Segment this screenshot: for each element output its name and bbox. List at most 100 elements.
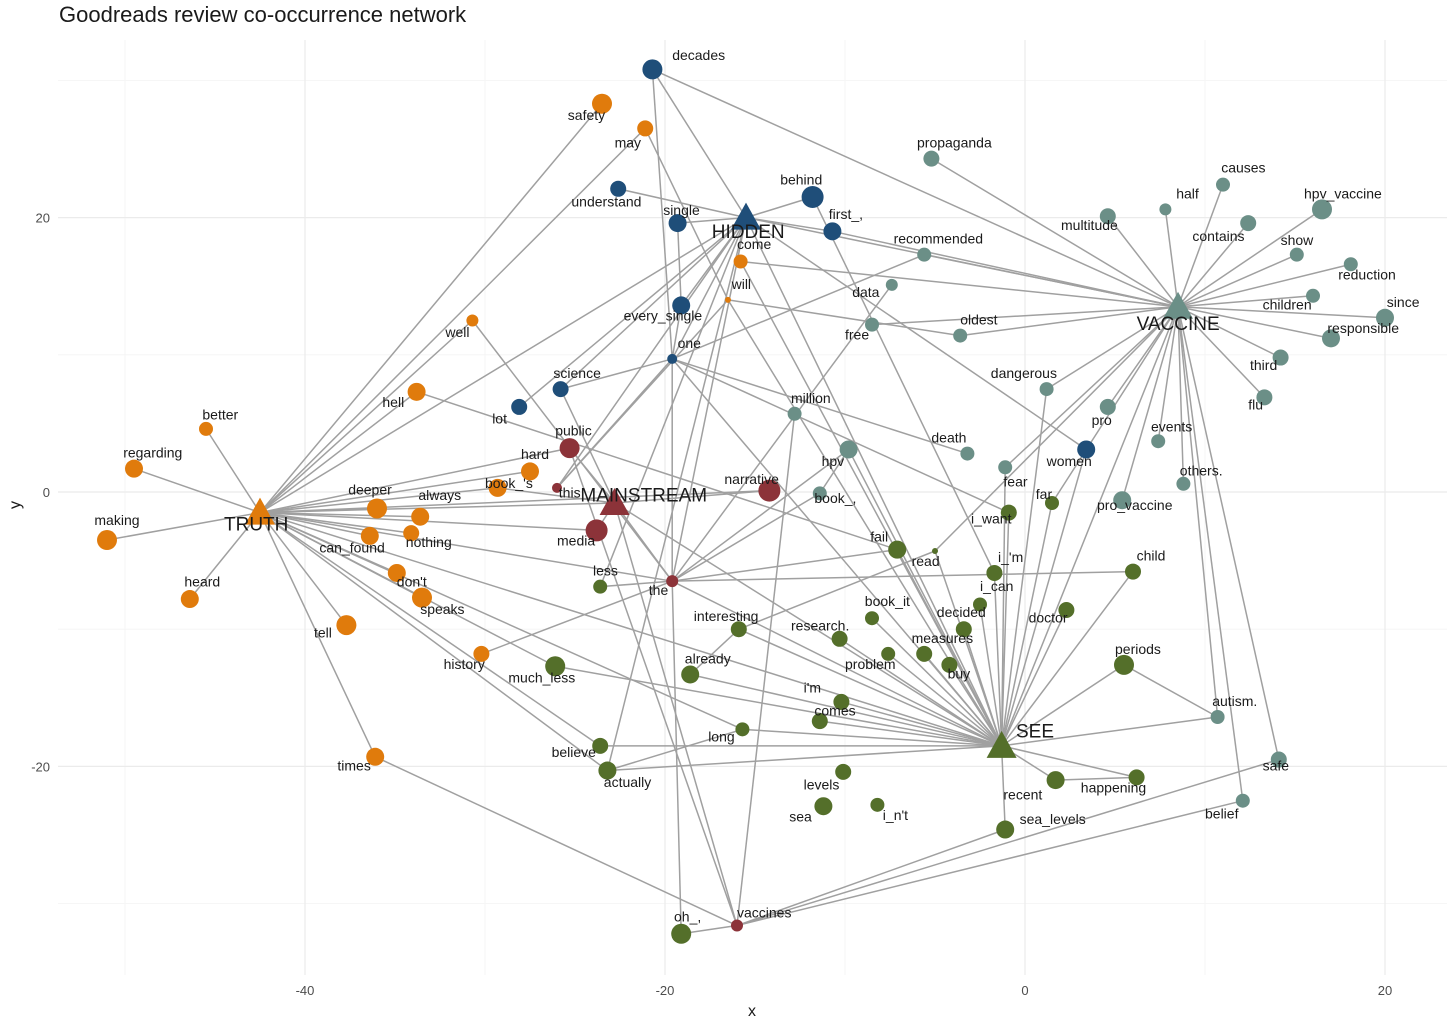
edge-one-recommended	[671, 253, 925, 360]
node-behind	[801, 186, 824, 209]
node-label-periods: periods	[1115, 641, 1161, 657]
node-i_n't	[870, 797, 885, 812]
node-label-i_want: i_want	[971, 511, 1012, 527]
node-label-heard: heard	[184, 574, 220, 590]
node-label-comes: comes	[814, 703, 855, 719]
node-label-i_'m: i_'m	[998, 549, 1023, 565]
node-label-book_it: book_it	[865, 593, 910, 609]
node-label-narrative: narrative	[724, 471, 779, 487]
edge-HIDDEN-less	[599, 217, 747, 587]
edge-VACCINE-hpv_vaccine	[1177, 208, 1323, 308]
node-label-media: media	[557, 533, 595, 549]
node-label-recommended: recommended	[894, 231, 984, 247]
node-layer	[97, 59, 1394, 944]
node-label-show: show	[1281, 232, 1315, 248]
node-label-buy: buy	[948, 666, 971, 682]
node-label-behind: behind	[780, 172, 822, 188]
node-events	[1151, 434, 1166, 449]
edge-SEE-doctor	[1000, 609, 1068, 747]
node-will	[725, 296, 731, 303]
label-layer: TRUTH HIDDEN VACCINE MAINSTREAM SEE safety may…	[94, 47, 1419, 925]
node-label-sea_levels: sea_levels	[1020, 811, 1086, 827]
edge-first_,-VACCINE	[832, 230, 1179, 308]
edge-HIDDEN-women	[745, 216, 1087, 451]
node-label-pro: pro	[1092, 412, 1112, 428]
edge-periods-autism.	[1123, 664, 1218, 718]
edge-HIDDEN-single	[677, 216, 747, 224]
node-believe	[592, 737, 609, 754]
edge-VACCINE-read	[934, 306, 1179, 552]
edge-HIDDEN-this	[556, 217, 747, 489]
node-label-can_found: can_found	[319, 539, 384, 555]
edge-VACCINE-autism.	[1177, 306, 1219, 718]
node-responsible	[1322, 329, 1340, 348]
edge-TRUTH-heard	[189, 512, 261, 600]
edge-VACCINE-safe	[1177, 306, 1280, 760]
edge-SEE-child	[1001, 571, 1134, 747]
node-safe	[1270, 751, 1287, 768]
node-propaganda	[923, 150, 940, 167]
node-label-times: times	[337, 758, 370, 774]
node-label-recent: recent	[1003, 786, 1042, 802]
edge-TRUTH-narrative	[259, 489, 770, 514]
edge-VACCINE-responsible	[1177, 306, 1332, 340]
edge-vaccines-times	[374, 756, 738, 927]
x-axis-title: x	[748, 1003, 756, 1020]
node-regarding	[125, 459, 143, 478]
node-fear	[998, 460, 1013, 475]
edge-TRUTH-hell	[259, 391, 418, 514]
node-label-book_,: book_,	[814, 490, 856, 506]
node-label-believe: believe	[552, 744, 597, 760]
node-label-long: long	[708, 729, 734, 745]
edge-TRUTH-SEE	[259, 511, 1002, 747]
edge-the-history	[481, 580, 673, 655]
edge-VACCINE-free	[871, 306, 1179, 326]
node-half	[1159, 203, 1172, 216]
node-label-research.: research.	[791, 618, 849, 634]
node-label-the: the	[649, 582, 669, 598]
y-tick-label: 20	[36, 211, 50, 226]
hub-label-TRUTH: TRUTH	[224, 514, 288, 535]
node-children	[1306, 288, 1320, 303]
hub-label-MAINSTREAM: MAINSTREAM	[580, 486, 707, 507]
node-lot	[511, 398, 528, 415]
node-label-always: always	[418, 487, 461, 503]
edge-SEE-happening	[1001, 745, 1137, 779]
edge-TRUTH-much_less	[259, 511, 556, 667]
x-tick-label: -40	[296, 983, 315, 998]
edge-HIDDEN-lot	[518, 217, 747, 408]
edge-TRUTH-believe	[259, 511, 601, 747]
edge-HIDDEN-behind	[745, 196, 813, 219]
edge-HIDDEN-decades	[651, 69, 747, 219]
node-every_single	[672, 296, 691, 315]
node-safety	[592, 93, 612, 114]
edge-TRUTH-can_found	[259, 511, 370, 537]
node-label-propaganda: propaganda	[917, 135, 992, 151]
edge-SEE-periods	[1001, 664, 1125, 747]
edge-hell-fail	[416, 391, 898, 551]
node-label-third: third	[1250, 357, 1277, 373]
node-child	[1125, 563, 1141, 580]
edge-SEE-interesting	[738, 628, 1002, 747]
node-come	[733, 254, 748, 269]
node-deeper	[367, 498, 387, 519]
edge-VACCINE-third	[1177, 306, 1281, 359]
edge-SEE-women	[1000, 449, 1087, 747]
edge-the-data	[671, 284, 893, 582]
node-oldest	[953, 328, 968, 343]
node-label-hell: hell	[382, 394, 404, 410]
node-label-oh_,: oh_,	[674, 908, 701, 924]
edge-behind-i_'m	[811, 196, 996, 574]
edge-TRUTH-safety	[259, 103, 603, 514]
edge-HIDDEN-the	[671, 217, 747, 582]
node-label-making: making	[94, 512, 139, 528]
hub-node-HIDDEN	[731, 202, 761, 230]
edge-VACCINE-decades	[652, 68, 1179, 308]
node-read	[932, 547, 938, 554]
node-public	[559, 438, 580, 459]
node-label-free: free	[845, 327, 869, 343]
edge-the-oh_,	[671, 581, 682, 934]
node-label-million: million	[791, 390, 831, 406]
node-research.	[831, 630, 848, 647]
edge-TRUTH-regarding	[133, 467, 261, 514]
